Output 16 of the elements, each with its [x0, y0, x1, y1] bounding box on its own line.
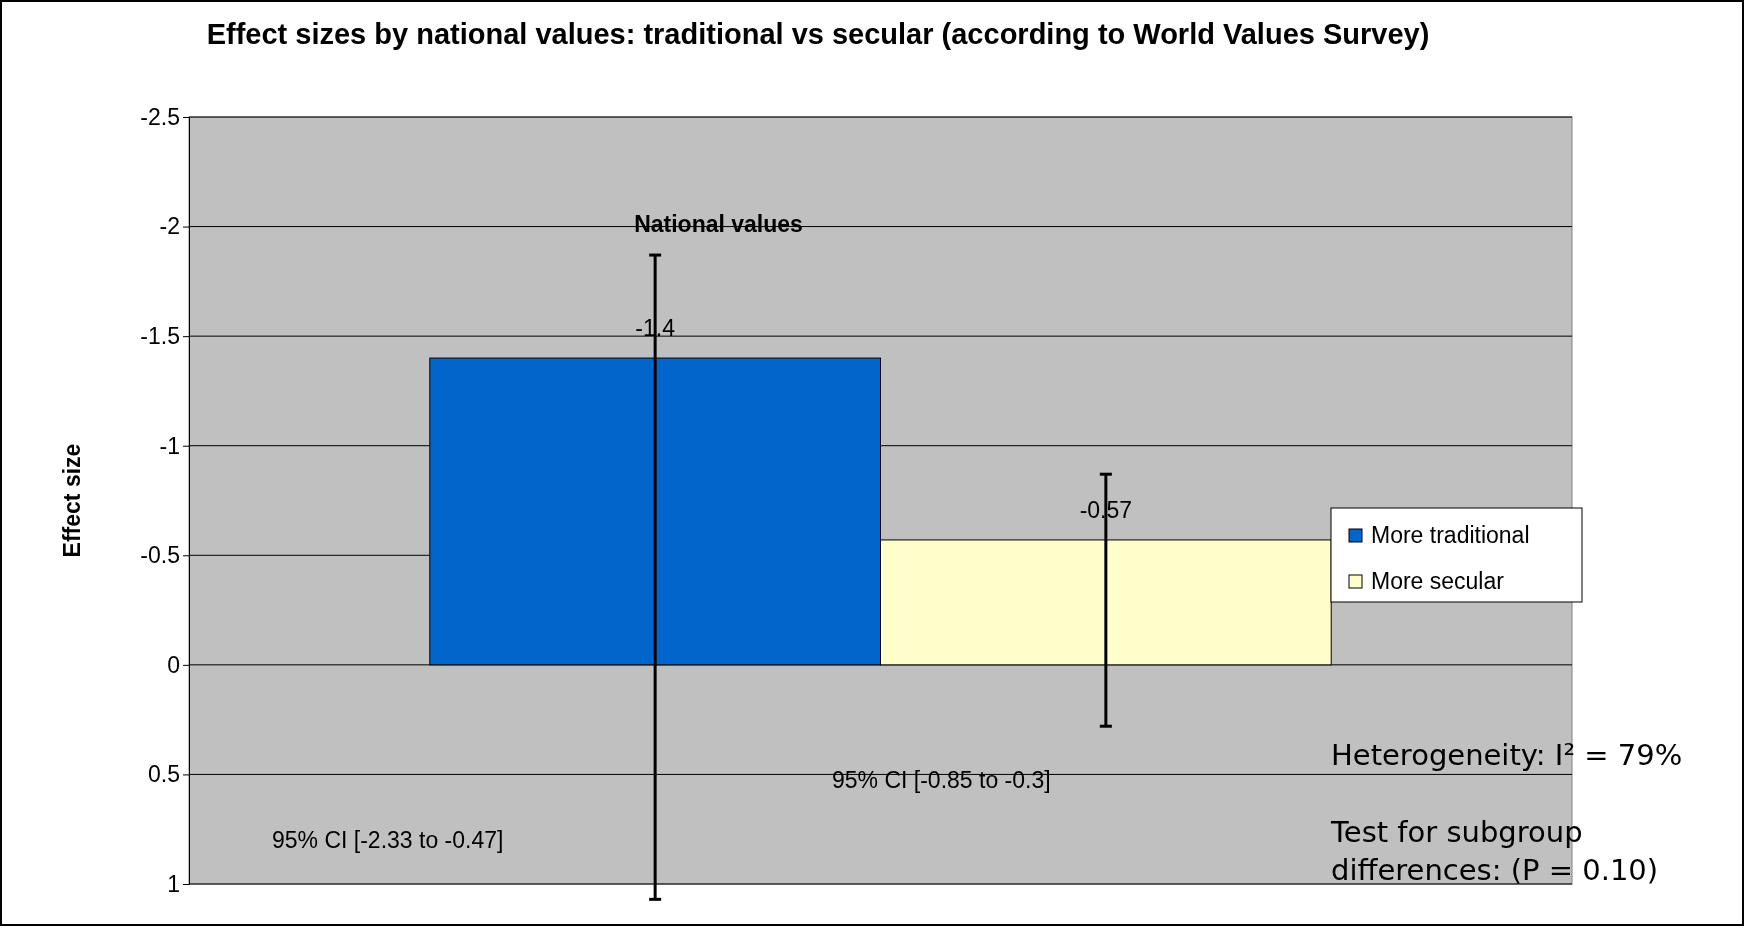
y-tick-label: -1.5 — [140, 323, 180, 349]
y-tick-label: -2 — [159, 213, 180, 240]
y-tick-label: 0.5 — [148, 761, 180, 788]
y-tick-label: -2.5 — [140, 103, 180, 130]
annotation: 95% CI [-0.85 to -0.3] — [832, 767, 1051, 793]
legend-label: More secular — [1371, 568, 1505, 594]
y-tick-label: -1 — [159, 432, 180, 459]
y-tick-label: -0.5 — [140, 542, 180, 569]
annotation: Test for subgroup differences: (P = 0.10) — [1330, 815, 1659, 887]
annotation: 95% CI [-2.33 to -0.47] — [272, 827, 504, 853]
y-tick-label: 0 — [167, 651, 180, 678]
annotation: Heterogeneity: I² = 79% — [1331, 738, 1683, 772]
legend-label: More traditional — [1371, 522, 1530, 548]
y-tick-label: 1 — [167, 870, 180, 897]
y-axis-title: Effect size — [59, 443, 85, 558]
chart-title: Effect sizes by national values: traditional vs secular (according to World Values Survey) — [206, 18, 1430, 50]
